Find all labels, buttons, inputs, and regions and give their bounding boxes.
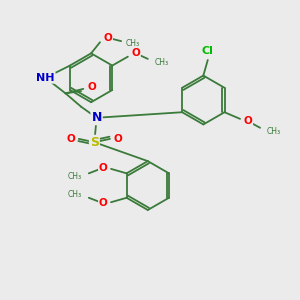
Text: NH: NH bbox=[36, 73, 55, 83]
Text: O: O bbox=[88, 82, 97, 92]
Text: O: O bbox=[244, 116, 252, 126]
Text: O: O bbox=[103, 33, 112, 43]
Text: O: O bbox=[131, 48, 140, 58]
Text: CH₃: CH₃ bbox=[154, 58, 169, 67]
Text: S: S bbox=[90, 136, 99, 149]
Text: CH₃: CH₃ bbox=[68, 190, 82, 199]
Text: CH₃: CH₃ bbox=[68, 172, 82, 181]
Text: O: O bbox=[99, 198, 108, 208]
Text: O: O bbox=[99, 163, 108, 173]
Text: O: O bbox=[113, 134, 122, 144]
Text: CH₃: CH₃ bbox=[126, 39, 140, 48]
Text: CH₃: CH₃ bbox=[267, 127, 281, 136]
Text: N: N bbox=[92, 111, 102, 124]
Text: O: O bbox=[67, 134, 75, 144]
Text: Cl: Cl bbox=[202, 46, 214, 56]
